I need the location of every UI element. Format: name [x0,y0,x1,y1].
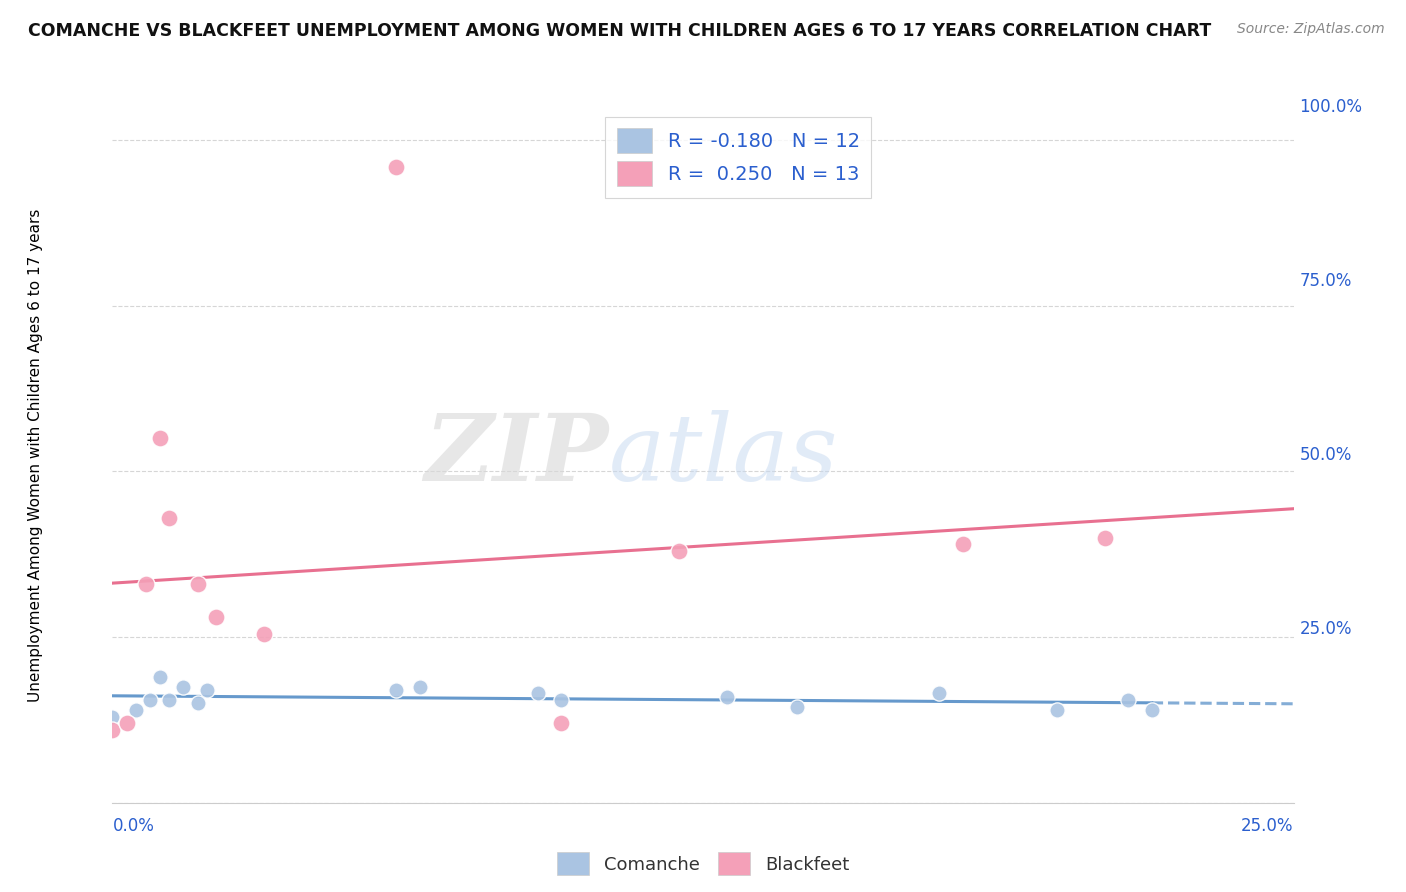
Point [1140,703,1163,717]
Point [157,511,180,525]
Point [195,683,218,698]
Point [928,686,950,700]
Point [526,686,548,700]
Point [149,670,172,684]
Point [408,680,430,694]
Point [952,537,974,551]
Point [205,610,228,624]
Point [550,693,572,707]
Text: ZIP: ZIP [425,410,609,500]
Text: 75.0%: 75.0% [1299,272,1351,290]
Point [186,697,208,711]
Point [115,716,138,731]
Point [786,699,808,714]
Point [125,703,148,717]
Text: Source: ZipAtlas.com: Source: ZipAtlas.com [1237,22,1385,37]
Point [101,709,124,723]
Text: 25.0%: 25.0% [1299,620,1353,638]
Text: Unemployment Among Women with Children Ages 6 to 17 years: Unemployment Among Women with Children A… [28,208,44,702]
Text: 25.0%: 25.0% [1241,817,1294,835]
Text: COMANCHE VS BLACKFEET UNEMPLOYMENT AMONG WOMEN WITH CHILDREN AGES 6 TO 17 YEARS : COMANCHE VS BLACKFEET UNEMPLOYMENT AMONG… [28,22,1212,40]
Point [149,431,172,445]
Point [385,160,408,174]
Text: atlas: atlas [609,410,838,500]
Text: 100.0%: 100.0% [1299,98,1362,116]
Point [157,693,180,707]
Point [1116,693,1139,707]
Point [172,680,194,694]
Point [668,544,690,558]
Text: 50.0%: 50.0% [1299,446,1351,464]
Point [186,577,208,591]
Point [1094,531,1116,545]
Point [253,627,276,641]
Text: 0.0%: 0.0% [112,817,155,835]
Point [135,577,157,591]
Point [716,690,738,704]
Point [550,716,572,731]
Legend: Comanche, Blackfeet: Comanche, Blackfeet [548,843,858,884]
Point [1046,703,1069,717]
Point [385,683,408,698]
Point [139,693,162,707]
Point [101,723,124,737]
